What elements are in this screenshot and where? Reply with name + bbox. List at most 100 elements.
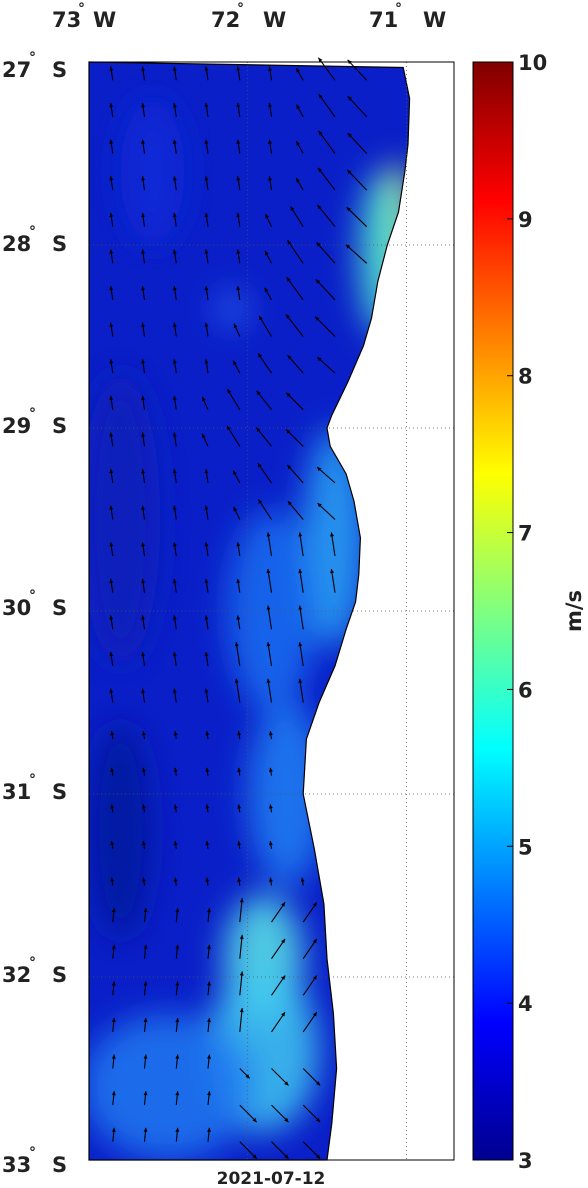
wind-arrow — [172, 286, 177, 300]
wind-arrow — [317, 167, 336, 191]
wind-arrow-head — [316, 1154, 321, 1159]
wind-arrow-head — [204, 469, 209, 474]
wind-arrow — [268, 767, 273, 776]
wind-arrow-head — [141, 395, 145, 401]
wind-arrow-head — [204, 542, 209, 547]
wind-arrow-head — [109, 139, 114, 144]
wind-arrow-head — [109, 469, 114, 474]
wind-arrow-head — [109, 66, 114, 71]
wind-arrow — [236, 249, 241, 264]
wind-arrow-head — [245, 1074, 250, 1079]
wind-arrow — [316, 241, 336, 264]
wind-arrow-head — [284, 1117, 289, 1123]
wind-arrow-shaft — [330, 532, 336, 557]
colorbar-gradient — [472, 61, 514, 1161]
wind-arrow-head — [111, 1091, 116, 1096]
wind-arrow — [204, 176, 209, 191]
wind-arrow-shaft — [299, 642, 304, 666]
wind-arrow-head — [172, 542, 177, 547]
wind-arrow-head — [239, 898, 244, 903]
wind-arrow-head — [173, 804, 178, 809]
wind-arrow — [266, 568, 273, 593]
wind-arrow-head — [204, 505, 209, 510]
lat-30-degree-sign: ° — [29, 588, 36, 604]
wind-arrow-head — [300, 877, 305, 882]
wind-arrow-head — [237, 804, 242, 809]
wind-arrow-head — [286, 277, 291, 282]
wind-arrow — [286, 276, 304, 301]
lat-29-degree-sign: ° — [29, 406, 36, 422]
wind-arrow-head — [312, 902, 317, 907]
wind-arrow-head — [143, 1091, 148, 1096]
wind-arrow — [256, 390, 272, 411]
wind-arrow — [287, 500, 304, 520]
wind-arrow-head — [110, 877, 115, 882]
wind-arrow-head — [268, 139, 272, 144]
wind-arrow — [141, 395, 146, 410]
wind-arrow — [207, 981, 211, 996]
wind-arrow-head — [236, 578, 241, 584]
lat-27-degree-sign: ° — [29, 50, 36, 66]
wind-arrow — [268, 176, 273, 191]
wind-arrow-shaft — [314, 316, 336, 337]
wind-arrow — [110, 767, 115, 776]
wind-arrow-head — [287, 355, 292, 360]
wind-arrow — [143, 1017, 148, 1032]
wind-arrow-shaft — [299, 678, 304, 703]
wind-arrow-head — [236, 286, 241, 291]
colorbar-tick-label: 8 — [518, 365, 533, 389]
wind-arrow-head — [315, 316, 320, 321]
wind-arrow — [204, 249, 209, 264]
wind-arrow — [271, 938, 286, 960]
wind-arrow-head — [109, 212, 114, 218]
wind-arrow — [175, 981, 180, 996]
wind-arrow-shaft — [347, 132, 368, 154]
wind-arrow-head — [204, 66, 209, 71]
wind-arrow-head — [141, 103, 145, 108]
wind-arrow-head — [239, 934, 244, 939]
lon-71-deg: 71 — [369, 8, 398, 32]
wind-arrow — [175, 1017, 180, 1032]
wind-arrow-head — [257, 463, 262, 468]
lat-30-hemisphere: S — [52, 596, 67, 620]
wind-arrow-head — [141, 469, 145, 474]
wind-arrow — [204, 212, 209, 227]
wind-arrow — [271, 901, 286, 923]
wind-arrow-head — [110, 841, 115, 846]
wind-arrow-head — [290, 206, 295, 211]
wind-arrow-shaft — [302, 1011, 318, 1033]
wind-arrow-head — [268, 731, 273, 736]
wind-arrow — [204, 103, 209, 117]
wind-arrow — [314, 316, 336, 337]
wind-arrow-head — [266, 569, 271, 574]
wind-arrow-head — [317, 357, 322, 362]
wind-arrow-head — [318, 167, 323, 173]
wind-arrow — [141, 432, 146, 447]
wind-arrow-head — [141, 542, 145, 547]
wind-arrow — [141, 66, 146, 81]
wind-arrow — [234, 678, 241, 703]
wind-arrow — [172, 212, 177, 227]
wind-arrow — [257, 352, 272, 374]
wind-arrow — [172, 652, 177, 666]
wind-arrow — [207, 1054, 211, 1069]
wind-arrow — [236, 212, 241, 227]
wind-arrow-head — [143, 1054, 148, 1059]
wind-arrow — [236, 615, 241, 630]
wind-arrow-head — [252, 1117, 257, 1123]
wind-arrow-head — [204, 176, 209, 181]
wind-arrow-head — [266, 605, 271, 610]
wind-arrow — [266, 678, 273, 703]
wind-arrow-shaft — [285, 429, 304, 447]
wind-arrow — [142, 731, 146, 740]
wind-speed-blob — [215, 290, 248, 328]
wind-arrow — [239, 1007, 244, 1032]
wind-arrow-head — [296, 141, 301, 146]
wind-arrow — [110, 804, 115, 813]
colorbar-tick-label: 7 — [518, 522, 533, 546]
wind-arrow-shaft — [318, 93, 336, 118]
wind-arrow — [172, 432, 177, 447]
wind-arrow — [285, 314, 304, 337]
wind-arrow — [239, 971, 244, 996]
